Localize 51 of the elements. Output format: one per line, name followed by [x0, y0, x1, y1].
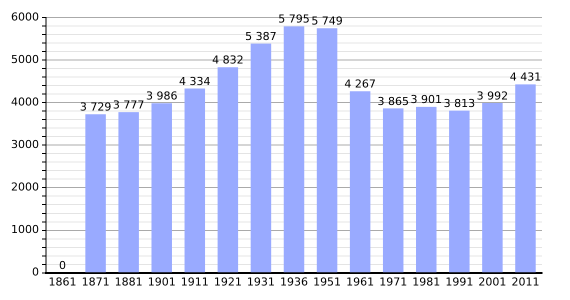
data-label: 3 865 — [377, 94, 409, 108]
bar — [218, 67, 238, 272]
x-tick-label: 1961 — [346, 275, 374, 288]
bar — [151, 103, 172, 272]
data-label: 4 431 — [510, 70, 542, 84]
y-tick-label: 3000 — [10, 138, 39, 152]
x-tick-label: 1981 — [412, 275, 440, 288]
data-label: 3 986 — [146, 90, 178, 103]
bar — [515, 84, 536, 272]
data-label: 5 387 — [245, 30, 277, 44]
x-tick-label: 1871 — [82, 275, 110, 288]
x-tick-label: 2001 — [478, 275, 506, 288]
x-tick-label: 1911 — [180, 275, 209, 288]
data-label: 3 813 — [444, 96, 476, 110]
bar — [85, 114, 106, 272]
bar — [118, 112, 139, 272]
bar — [482, 103, 503, 272]
x-tick-label: 1921 — [214, 275, 242, 288]
x-tick-label: 1901 — [148, 275, 176, 288]
x-tick-label: 1931 — [246, 275, 275, 288]
data-label: 3 729 — [80, 100, 112, 114]
y-tick-label: 4000 — [10, 96, 39, 109]
bar — [416, 106, 437, 272]
x-tick-label: 1861 — [48, 275, 77, 288]
y-tick-label: 2000 — [10, 180, 39, 194]
bar — [449, 110, 470, 272]
bar — [184, 88, 206, 272]
data-label: 3 992 — [476, 89, 508, 102]
x-tick-label: 1971 — [379, 275, 408, 288]
data-label: 4 832 — [212, 54, 244, 67]
bar — [316, 28, 338, 272]
data-label: 5 749 — [311, 14, 343, 28]
bar — [350, 91, 370, 272]
y-tick-label: 0 — [32, 266, 39, 279]
data-label: 3 777 — [112, 98, 144, 112]
x-tick-label: 1991 — [445, 275, 474, 288]
data-label: 3 901 — [410, 93, 442, 106]
data-label: 0 — [59, 259, 66, 272]
y-tick-label: 6000 — [10, 10, 39, 24]
y-tick-label: 5000 — [10, 52, 39, 66]
data-label: 4 334 — [179, 74, 211, 88]
x-tick-label: 1951 — [313, 275, 342, 288]
x-tick-label: 1881 — [114, 275, 143, 288]
bar — [284, 26, 304, 272]
x-tick-label: 1936 — [280, 275, 308, 288]
data-label: 4 267 — [344, 78, 376, 91]
x-tick-label: 2011 — [511, 275, 540, 288]
bar — [250, 44, 272, 272]
data-label: 5 795 — [278, 12, 310, 26]
bar — [382, 108, 404, 272]
y-tick-label: 1000 — [10, 223, 39, 236]
